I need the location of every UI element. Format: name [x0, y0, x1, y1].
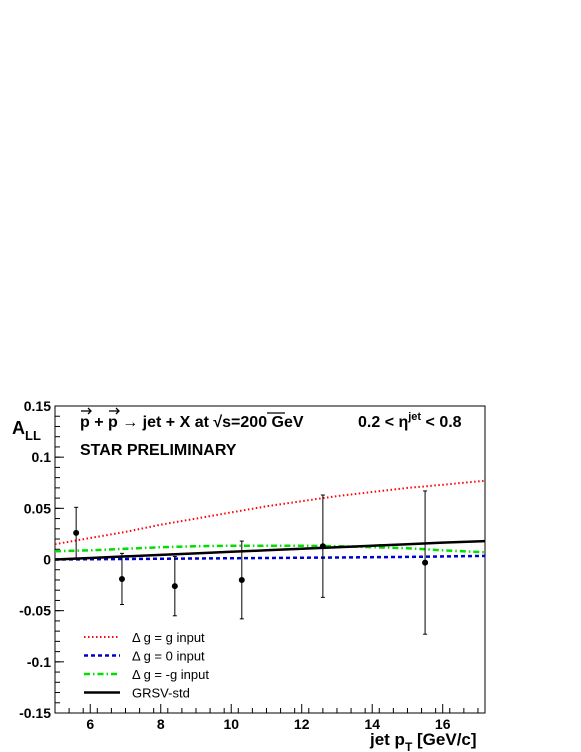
x-tick-label: 16 — [435, 716, 451, 732]
y-tick-label: -0.15 — [19, 705, 51, 721]
y-tick-label: -0.05 — [19, 603, 51, 619]
y-tick-label: -0.1 — [27, 654, 51, 670]
data-point — [319, 543, 326, 550]
y-tick-label: 0.1 — [32, 449, 52, 465]
legend: Δ g = g input Δ g = 0 input Δ g = -g input… — [84, 630, 209, 701]
series-line-1 — [54, 554, 486, 561]
legend-label: Δ g = g input — [132, 630, 205, 645]
legend-label: Δ g = 0 input — [132, 649, 205, 664]
y-axis-label: ALL — [12, 418, 41, 443]
x-axis-label: jet pT [GeV/c] — [369, 730, 477, 752]
data-point — [73, 529, 80, 536]
preliminary-label: STAR PRELIMINARY — [80, 442, 237, 459]
x-tick-label: 8 — [157, 716, 165, 732]
series-line-0 — [54, 479, 486, 546]
data-point — [238, 576, 245, 583]
data-points-layer — [73, 490, 429, 635]
series-layer — [54, 479, 486, 561]
legend-label: Δ g = -g input — [132, 667, 209, 682]
x-tick-label: 10 — [223, 716, 239, 732]
x-tick-label: 12 — [294, 716, 310, 732]
data-point — [118, 575, 125, 582]
process-annotation-marks — [81, 407, 285, 415]
x-axis: 6 8 10 12 14 16 — [54, 704, 479, 732]
x-tick-label: 14 — [364, 716, 380, 732]
y-tick-label: 0.15 — [24, 398, 51, 414]
y-axis: -0.15 -0.1 -0.05 0 0.05 0.1 0.15 — [19, 398, 64, 721]
process-annotation: p + p → jet + X at √s=200 GeV — [80, 414, 304, 431]
series-line-2 — [54, 544, 486, 554]
series-line-3 — [54, 539, 486, 561]
x-tick-label: 6 — [86, 716, 94, 732]
y-tick-label: 0 — [43, 552, 51, 568]
data-point — [422, 559, 429, 566]
data-point — [171, 583, 178, 590]
y-tick-label: 0.05 — [24, 500, 51, 516]
legend-label: GRSV-std — [132, 686, 190, 701]
eta-range-annotation: 0.2 < ηjet < 0.8 — [358, 411, 462, 431]
